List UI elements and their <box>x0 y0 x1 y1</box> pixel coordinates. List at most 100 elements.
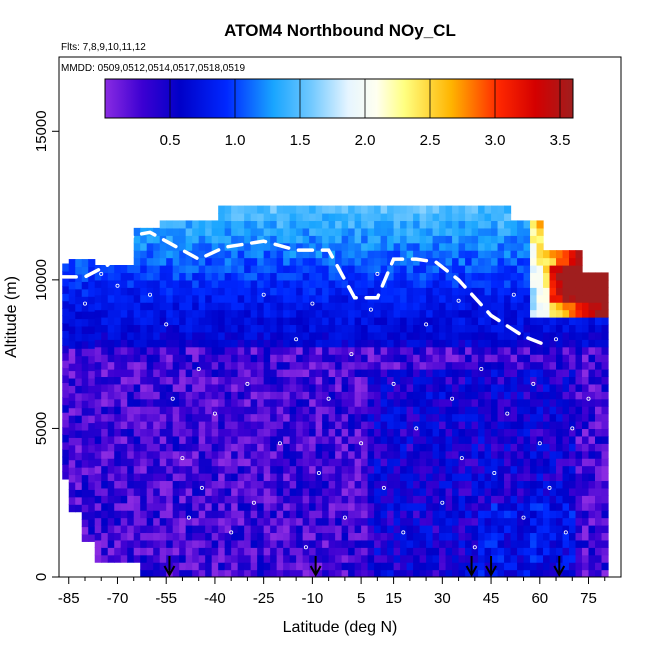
heat-cell <box>270 354 278 363</box>
colorbar-tick-label: 0.5 <box>160 132 181 149</box>
heat-cell <box>341 235 349 244</box>
heat-cell <box>465 361 473 370</box>
heat-cell <box>406 205 414 214</box>
heat-cell <box>88 511 96 520</box>
heat-cell <box>224 562 232 571</box>
heat-cell <box>211 495 219 504</box>
heat-cell <box>458 569 466 577</box>
heat-cell <box>244 346 252 355</box>
heat-cell <box>595 465 603 474</box>
heat-cell <box>380 465 388 474</box>
heat-cell <box>530 487 538 496</box>
heat-cell <box>224 547 232 556</box>
heat-cell <box>68 348 76 357</box>
heat-cell <box>309 376 317 385</box>
heat-cell <box>218 376 226 385</box>
heat-cell <box>536 361 544 370</box>
colorbar-tick-label: 1.0 <box>225 132 246 149</box>
heat-cell <box>146 242 154 251</box>
heat-cell <box>432 473 440 482</box>
heat-cell <box>101 413 109 422</box>
heat-cell <box>88 459 96 468</box>
heat-cell <box>484 302 492 311</box>
heat-cell <box>601 554 609 563</box>
heat-cell <box>289 309 297 318</box>
heat-cell <box>478 435 486 444</box>
heat-cell <box>328 294 336 303</box>
heat-cell <box>354 473 362 482</box>
heat-cell <box>406 309 414 318</box>
heat-cell <box>322 532 330 541</box>
heat-cell <box>237 510 245 519</box>
heat-cell <box>101 361 109 370</box>
heat-cell <box>276 465 284 474</box>
heat-cell <box>374 242 382 251</box>
heat-cell <box>289 272 297 281</box>
heat-cell <box>549 495 557 504</box>
heat-cell <box>211 317 219 326</box>
heat-cell <box>419 354 427 363</box>
heat-cell <box>133 265 141 274</box>
heat-cell <box>296 510 304 519</box>
heat-cell <box>341 487 349 496</box>
heat-cell <box>81 459 89 468</box>
heat-cell <box>166 235 174 244</box>
heat-cell <box>140 279 148 288</box>
heat-cell <box>114 428 122 437</box>
heat-cell <box>595 473 603 482</box>
heat-cell <box>68 333 76 342</box>
heat-cell <box>569 398 577 407</box>
heat-cell <box>543 376 551 385</box>
heat-cell <box>471 309 479 318</box>
heat-cell <box>127 495 135 504</box>
heat-cell <box>497 287 505 296</box>
heat-cell <box>413 443 421 452</box>
heat-cell <box>471 302 479 311</box>
heat-cell <box>354 480 362 489</box>
colorbar-tick-label: 3.5 <box>550 132 571 149</box>
heat-cell <box>374 309 382 318</box>
heat-cell <box>88 311 96 320</box>
heat-cell <box>328 458 336 467</box>
heat-cell <box>159 547 167 556</box>
heat-cell <box>315 391 323 400</box>
heat-cell <box>283 428 291 437</box>
heat-cell <box>432 287 440 296</box>
heat-cell <box>445 257 453 266</box>
heat-cell <box>283 421 291 430</box>
heat-cell <box>179 413 187 422</box>
heat-cell <box>179 562 187 571</box>
sample-point <box>245 381 250 386</box>
heat-cell <box>348 331 356 340</box>
heat-cell <box>374 265 382 274</box>
heat-cell <box>231 346 239 355</box>
heat-cell <box>374 346 382 355</box>
heat-cell <box>413 435 421 444</box>
heat-cell <box>94 391 102 400</box>
heat-cell <box>517 465 525 474</box>
heat-cell <box>575 435 583 444</box>
heat-cell <box>575 465 583 474</box>
heat-cell <box>120 287 128 296</box>
heat-cell <box>185 443 193 452</box>
heat-cell <box>185 302 193 311</box>
heat-cell <box>354 227 362 236</box>
heat-cell <box>224 257 232 266</box>
heat-cell <box>315 250 323 259</box>
heat-cell <box>198 346 206 355</box>
heat-cell <box>523 265 531 274</box>
heat-cell <box>185 510 193 519</box>
heat-cell <box>543 443 551 452</box>
heat-cell <box>166 220 174 229</box>
heat-cell <box>94 517 102 526</box>
heat-cell <box>406 317 414 326</box>
heat-cell <box>263 554 271 563</box>
heat-cell <box>478 554 486 563</box>
heat-cell <box>549 309 557 318</box>
heat-cell <box>445 450 453 459</box>
heat-cell <box>465 302 473 311</box>
heat-cell <box>276 324 284 333</box>
heat-cell <box>536 376 544 385</box>
heat-cell <box>159 302 167 311</box>
heat-cell <box>393 398 401 407</box>
